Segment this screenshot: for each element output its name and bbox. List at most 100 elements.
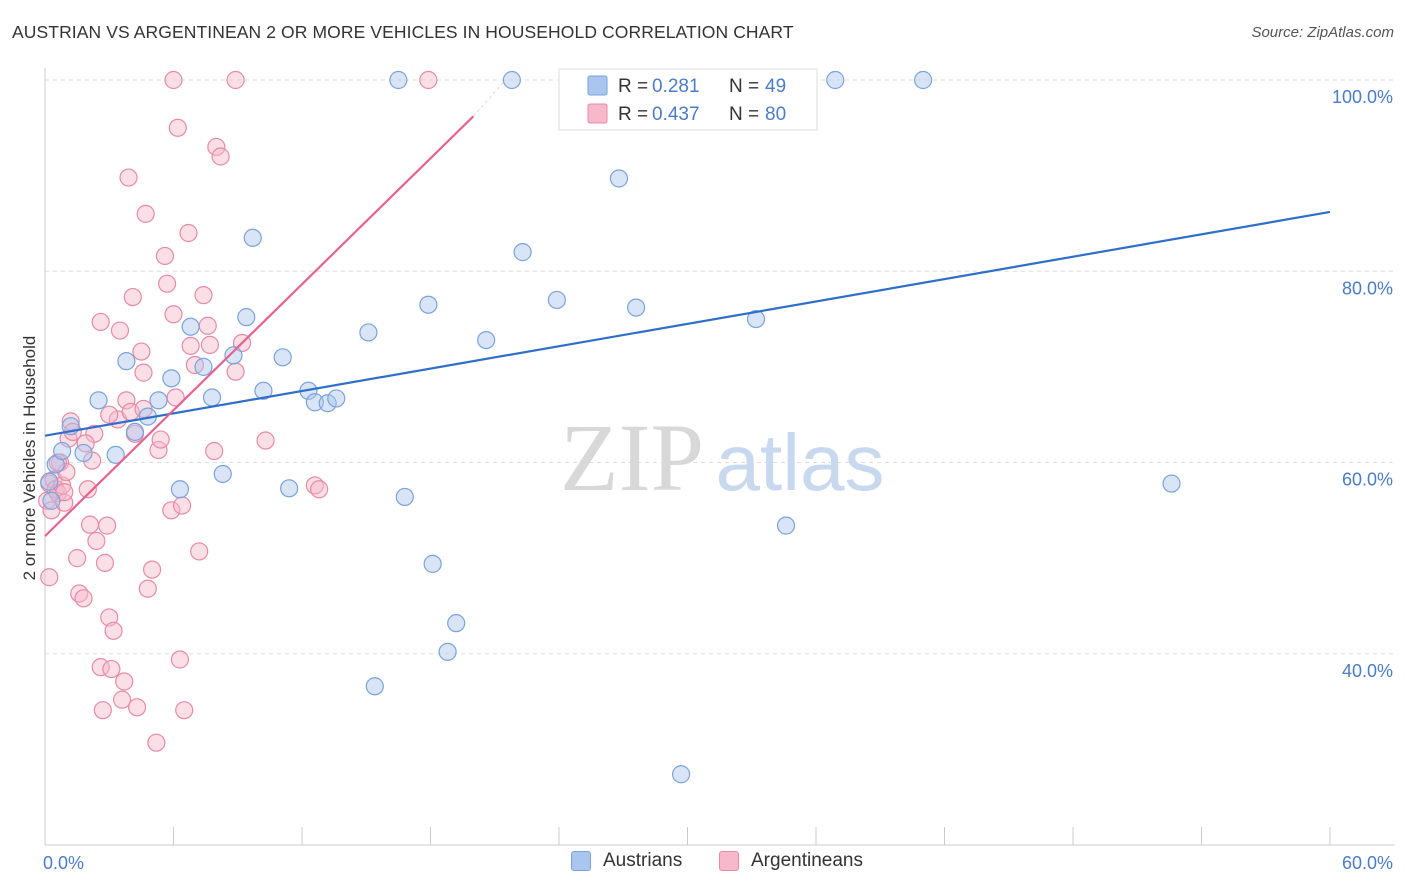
austrian-point [213,464,232,484]
austrian-point [626,298,646,317]
austrian-point [237,308,256,327]
argentinean-point [40,568,59,587]
legend-r-label: R = [618,76,648,97]
y-tick-label: 60.0% [1342,470,1393,490]
austrian-point [162,369,181,388]
austrian-point [359,323,378,342]
stats-legend: R = 0.281 N = 49 R = 0.437 N = 80 [558,68,818,131]
argentinean-point [80,515,100,534]
austrian-point [273,348,292,367]
argentinean-point [226,362,245,381]
argentinean-point [179,223,198,243]
austrian-point [318,394,337,413]
austrian-point [513,243,532,262]
austrian-point [194,357,213,376]
legend-label-argentineans: Argentineans [751,850,863,871]
x-tick-label-max: 60.0% [1342,853,1393,873]
argentineans-trend-extension [472,79,506,117]
austrian-point [776,516,796,535]
austrian-point [149,391,168,410]
argentinean-point [127,698,147,717]
austrian-point [53,441,72,461]
austrian-point [106,445,125,464]
austrian-point [389,70,408,90]
argentinean-point [181,336,200,355]
legend-r-label: R = [618,104,648,125]
austrian-point [327,389,346,408]
argentinean-point [162,501,181,520]
legend-r-value: 0.437 [652,104,700,125]
argentinean-point [87,531,106,551]
tick-labels: 40.0% 60.0% 80.0% 100.0% 0.0% 60.0% [43,87,1393,873]
argentinean-point [200,335,220,354]
argentinean-point [157,274,177,293]
source-label: Source: ZipAtlas.com [1251,24,1394,41]
argentinean-point [74,589,93,608]
argentinean-point [55,483,74,502]
argentinean-point [110,321,130,340]
argentinean-point [98,516,117,535]
austrian-point [74,443,93,463]
argentinean-point [95,553,115,573]
argentinean-point [198,316,217,335]
austrian-point [202,388,222,407]
austrian-point [224,346,243,365]
argentinean-point [164,70,183,90]
austrian-point [746,309,766,329]
legend-n-value: 80 [765,104,786,125]
austrian-point [170,480,190,499]
chart-title: AUSTRIAN VS ARGENTINEAN 2 OR MORE VEHICL… [12,22,794,42]
argentinean-point [419,70,438,90]
watermark: ZIP atlas [560,404,884,511]
legend-n-label: N = [729,104,759,125]
austrian-point [419,295,438,314]
austrian-point [280,479,299,498]
legend-swatch [587,103,608,124]
argentinean-point [151,430,170,449]
argentinean-point [117,391,136,410]
argentinean-point [147,733,166,752]
legend-item-austrians[interactable]: Austrians [571,850,682,872]
austrian-point [1162,474,1181,493]
austrian-point [365,677,384,696]
legend-item-argentineans[interactable]: Argentineans [719,850,863,872]
argentinean-point [78,480,97,499]
austrians-swatch [571,851,591,871]
argentinean-point [310,480,329,499]
argentinean-point [155,246,175,266]
watermark-atlas: atlas [716,418,885,507]
austrian-point [125,422,145,441]
legend-r-value: 0.281 [652,76,700,97]
austrian-point [117,352,136,371]
austrian-point [826,70,845,90]
argentinean-point [142,560,162,579]
argentinean-point [100,405,119,424]
argentinean-point [93,701,112,720]
argentineans-trend-line [44,115,475,537]
austrian-point [477,331,496,350]
argentinean-point [123,287,142,307]
argentinean-point [211,147,230,166]
argentinean-point [134,363,153,382]
y-tick-label: 100.0% [1332,87,1393,107]
argentinean-point [138,579,157,598]
argentinean-point [170,650,190,669]
austrian-point [243,228,262,247]
austrian-point [305,393,324,412]
argentinean-point [256,431,275,450]
austrian-point [609,169,629,188]
x-tick-label-min: 0.0% [43,853,84,873]
austrian-point [547,290,566,310]
legend-n-label: N = [729,76,759,97]
argentinean-point [205,441,224,461]
argentinean-point [194,286,213,305]
gridlines [45,79,1395,655]
argentineans-points [38,70,438,752]
axes [44,68,1395,846]
austrians-trend-line [44,210,1331,437]
argentinean-point [115,672,134,691]
argentineans-swatch [719,851,739,871]
austrian-point [42,491,61,510]
argentinean-point [168,118,187,137]
argentinean-point [102,659,121,679]
